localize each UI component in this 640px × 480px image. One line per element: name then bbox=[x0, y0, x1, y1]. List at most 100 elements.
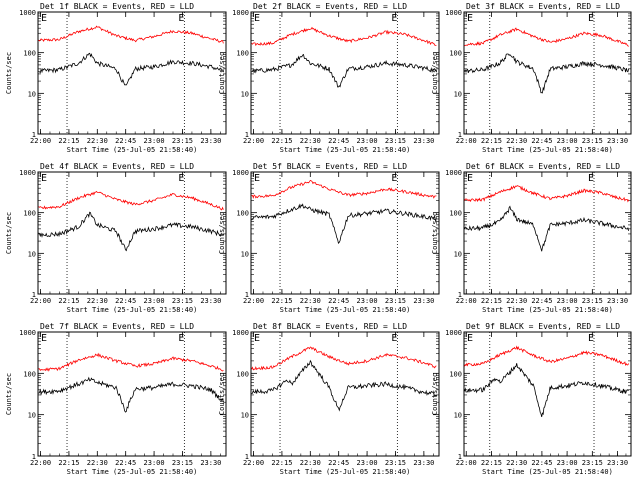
x-tick-label: 23:00 bbox=[557, 297, 578, 305]
plot-frame bbox=[250, 11, 440, 135]
y-tick-label: 1000 bbox=[232, 329, 249, 337]
x-tick-label: 22:45 bbox=[328, 297, 349, 305]
panel-title: Det 3f BLACK = Events, RED = LLD bbox=[466, 2, 620, 11]
x-tick-label: 23:30 bbox=[200, 137, 221, 145]
panel-det-8: Det 8f BLACK = Events, RED = LLD 1 10 100 10… bbox=[218, 322, 440, 476]
x-tick-label: 22:30 bbox=[300, 297, 321, 305]
x-tick-label: 22:15 bbox=[58, 459, 79, 467]
x-tick-label: 23:00 bbox=[357, 459, 378, 467]
y-axis-label: Counts/sec bbox=[431, 212, 439, 254]
series-events-line bbox=[464, 363, 629, 417]
x-tick-label: 22:45 bbox=[328, 459, 349, 467]
x-tick-label: 22:00 bbox=[30, 459, 51, 467]
y-tick-label: 1000 bbox=[445, 9, 462, 17]
series-lld-line bbox=[464, 27, 629, 47]
x-tick-label: 22:45 bbox=[115, 459, 136, 467]
x-tick-label: 22:00 bbox=[243, 137, 264, 145]
panel-det-1: Det 1f BLACK = Events, RED = LLD 1 10 100 10… bbox=[5, 2, 227, 154]
panel-title: Det 1f BLACK = Events, RED = LLD bbox=[40, 2, 194, 11]
y-tick-label: 100 bbox=[23, 50, 36, 58]
plot-frame bbox=[37, 331, 227, 457]
y-tick-label: 10 bbox=[28, 412, 36, 420]
panel-title: Det 9f BLACK = Events, RED = LLD bbox=[466, 322, 620, 331]
panel-title: Det 4f BLACK = Events, RED = LLD bbox=[40, 162, 194, 171]
plot-frame bbox=[37, 11, 227, 135]
panel-det-4: Det 4f BLACK = Events, RED = LLD 1 10 100 10… bbox=[5, 162, 227, 314]
x-tick-label: 22:00 bbox=[30, 137, 51, 145]
x-tick-label: 22:00 bbox=[456, 297, 477, 305]
x-tick-label: 22:30 bbox=[506, 297, 527, 305]
y-tick-label: 1 bbox=[458, 453, 462, 461]
x-tick-label: 22:15 bbox=[271, 459, 292, 467]
series-events-line bbox=[38, 211, 224, 252]
series-lld-line bbox=[251, 26, 437, 47]
x-tick-label: 23:15 bbox=[582, 137, 603, 145]
y-tick-label: 10 bbox=[454, 90, 462, 98]
x-tick-label: 23:00 bbox=[144, 297, 165, 305]
x-axis-label: Start Time (25-Jul-05 21:58:40) bbox=[280, 306, 411, 314]
x-tick-label: 22:15 bbox=[58, 137, 79, 145]
panel-det-7: Det 7f BLACK = Events, RED = LLD 1 10 100 10… bbox=[5, 322, 227, 476]
y-tick-label: 100 bbox=[23, 210, 36, 218]
x-tick-label: 22:30 bbox=[87, 297, 108, 305]
x-tick-label: 23:30 bbox=[200, 297, 221, 305]
y-tick-label: 1000 bbox=[445, 169, 462, 177]
x-tick-label: 23:30 bbox=[607, 137, 628, 145]
x-tick-label: 23:15 bbox=[582, 459, 603, 467]
series-events-line bbox=[464, 205, 630, 252]
e-marker: E bbox=[254, 173, 260, 184]
e-marker: E bbox=[588, 13, 594, 24]
plot-frame bbox=[463, 331, 632, 457]
panel-title: Det 6f BLACK = Events, RED = LLD bbox=[466, 162, 620, 171]
y-tick-label: 1 bbox=[32, 453, 36, 461]
y-axis-label: Counts/sec bbox=[5, 373, 13, 415]
x-tick-label: 22:30 bbox=[87, 459, 108, 467]
series-events-line bbox=[464, 53, 630, 94]
y-axis-label: Counts/sec bbox=[431, 373, 439, 415]
e-marker: E bbox=[41, 13, 47, 24]
x-tick-label: 23:30 bbox=[200, 459, 221, 467]
x-tick-label: 23:00 bbox=[557, 137, 578, 145]
series-lld-line bbox=[38, 352, 224, 372]
y-tick-label: 1 bbox=[32, 131, 36, 139]
x-tick-label: 22:45 bbox=[328, 137, 349, 145]
plot-frame bbox=[463, 11, 632, 135]
series-lld-line bbox=[464, 185, 630, 203]
y-tick-label: 1 bbox=[458, 131, 462, 139]
x-tick-label: 23:00 bbox=[357, 137, 378, 145]
x-tick-label: 23:15 bbox=[172, 137, 193, 145]
y-tick-label: 100 bbox=[449, 370, 462, 378]
x-tick-label: 22:15 bbox=[58, 297, 79, 305]
x-tick-label: 22:45 bbox=[531, 297, 552, 305]
e-marker: E bbox=[588, 173, 594, 184]
e-marker: E bbox=[178, 13, 184, 24]
y-tick-label: 100 bbox=[449, 210, 462, 218]
panel-title: Det 7f BLACK = Events, RED = LLD bbox=[40, 322, 194, 331]
y-tick-label: 10 bbox=[241, 412, 249, 420]
e-marker: E bbox=[178, 333, 184, 344]
y-tick-label: 1000 bbox=[19, 169, 36, 177]
y-tick-label: 1 bbox=[245, 291, 249, 299]
series-events-line bbox=[38, 52, 224, 86]
y-tick-label: 1000 bbox=[445, 329, 462, 337]
x-tick-label: 23:00 bbox=[144, 137, 165, 145]
panel-det-6: Det 6f BLACK = Events, RED = LLD 1 10 100 10… bbox=[431, 162, 632, 314]
e-marker: E bbox=[467, 173, 473, 184]
e-marker: E bbox=[254, 13, 260, 24]
y-tick-label: 10 bbox=[241, 90, 249, 98]
y-tick-label: 10 bbox=[28, 90, 36, 98]
x-tick-label: 22:15 bbox=[481, 459, 502, 467]
y-axis-label: Counts/sec bbox=[5, 52, 13, 94]
y-tick-label: 100 bbox=[23, 370, 36, 378]
y-tick-label: 10 bbox=[454, 250, 462, 258]
y-axis-label: Counts/sec bbox=[5, 212, 13, 254]
x-tick-label: 23:30 bbox=[413, 297, 434, 305]
x-tick-label: 23:30 bbox=[413, 137, 434, 145]
y-tick-label: 100 bbox=[236, 370, 249, 378]
y-tick-label: 10 bbox=[454, 412, 462, 420]
series-events-line bbox=[251, 53, 437, 88]
e-marker: E bbox=[41, 173, 47, 184]
x-tick-label: 22:15 bbox=[481, 297, 502, 305]
x-axis-label: Start Time (25-Jul-05 21:58:40) bbox=[67, 146, 198, 154]
